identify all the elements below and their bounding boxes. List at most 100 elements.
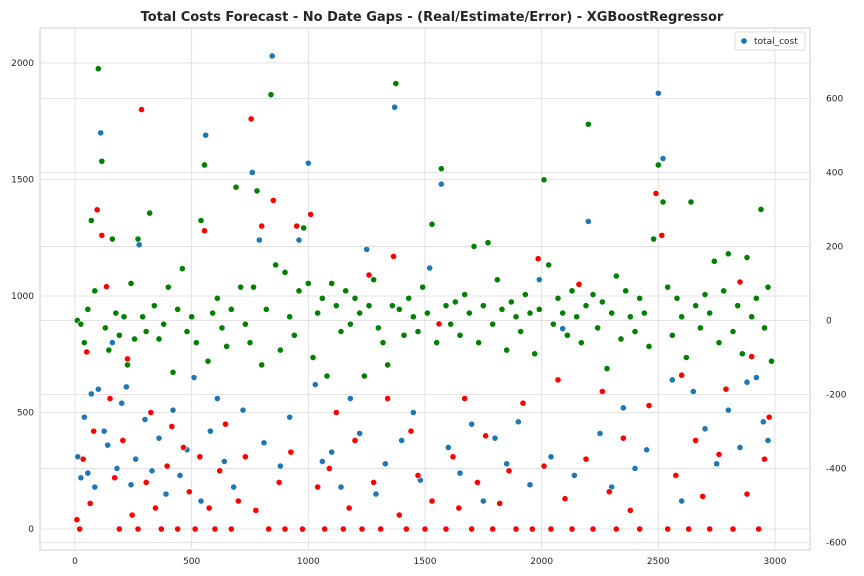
point-error — [98, 157, 106, 165]
point-real — [678, 497, 686, 505]
point-error — [631, 328, 639, 335]
point-real — [526, 481, 534, 489]
point-real — [363, 245, 371, 253]
point-estimate — [512, 525, 520, 533]
point-estimate — [211, 525, 219, 533]
point-error — [521, 291, 529, 298]
point-error — [526, 309, 534, 317]
point-error — [692, 302, 700, 310]
point-error — [617, 335, 625, 343]
point-error — [461, 291, 469, 298]
point-error — [360, 372, 368, 380]
point-estimate — [496, 499, 504, 507]
point-error — [428, 220, 436, 228]
point-real — [311, 381, 319, 388]
point-error — [124, 361, 131, 369]
point-estimate — [455, 504, 463, 512]
point-real — [479, 497, 487, 505]
point-estimate — [672, 472, 680, 479]
point-real — [346, 395, 354, 402]
point-estimate — [252, 506, 260, 514]
left-y-axis-ticks: 0 500 1000 1500 2000 — [11, 59, 34, 535]
point-error — [379, 339, 387, 347]
point-error — [654, 161, 662, 169]
point-estimate — [519, 399, 527, 407]
point-estimate — [119, 437, 127, 444]
legend-marker-total-cost — [740, 37, 748, 45]
point-estimate — [589, 525, 597, 533]
point-estimate — [247, 115, 255, 123]
point-real — [255, 236, 263, 244]
point-estimate — [142, 479, 150, 486]
point-estimate — [461, 395, 469, 402]
point-real — [381, 460, 389, 468]
point-estimate — [678, 371, 686, 379]
point-estimate — [534, 255, 542, 263]
point-error — [295, 287, 303, 295]
point-error — [87, 217, 95, 224]
point-error — [761, 324, 768, 332]
point-error — [139, 313, 147, 321]
x-axis-ticks: 0 500 1000 1500 2000 2500 3000 — [72, 557, 787, 567]
point-real — [318, 458, 326, 465]
point-real — [328, 448, 336, 456]
point-estimate — [761, 455, 768, 463]
y-right-tick-label: -400 — [826, 465, 847, 475]
point-estimate — [428, 497, 436, 505]
point-error — [724, 250, 732, 258]
point-error — [738, 350, 746, 358]
point-error — [209, 309, 217, 317]
point-error — [603, 365, 611, 372]
point-real — [619, 404, 627, 412]
point-error — [262, 305, 270, 313]
point-estimate — [196, 453, 204, 461]
point-error — [442, 302, 450, 310]
point-real — [444, 444, 452, 451]
point-real — [654, 89, 662, 97]
point-real — [77, 474, 85, 482]
point-estimate — [269, 197, 277, 204]
point-estimate — [185, 488, 193, 496]
point-estimate — [748, 353, 756, 360]
point-error — [409, 313, 417, 321]
point-error — [127, 280, 135, 287]
point-estimate — [314, 483, 322, 491]
point-error — [517, 328, 525, 335]
point-estimate — [568, 525, 576, 533]
x-tick-label: 0 — [72, 557, 78, 567]
point-error — [169, 368, 177, 376]
y-left-tick-label: 500 — [17, 409, 34, 419]
point-real — [155, 434, 163, 442]
point-estimate — [421, 525, 429, 533]
point-estimate — [636, 525, 644, 533]
point-estimate — [722, 385, 730, 393]
point-error — [710, 257, 718, 265]
y-left-tick-label: 0 — [28, 525, 34, 535]
point-estimate — [216, 467, 224, 475]
point-error — [577, 339, 585, 347]
y-left-tick-label: 2000 — [11, 59, 34, 69]
point-real — [491, 434, 499, 442]
point-error — [309, 354, 317, 361]
point-error — [374, 324, 382, 332]
point-estimate — [729, 525, 737, 533]
point-real — [202, 131, 210, 139]
point-real — [276, 462, 284, 470]
point-error — [112, 309, 120, 317]
point-estimate — [645, 402, 653, 409]
point-error — [332, 302, 340, 310]
point-error — [80, 339, 88, 347]
point-error — [223, 342, 231, 350]
point-real — [701, 425, 709, 433]
point-real — [304, 159, 312, 167]
point-error — [384, 361, 392, 369]
point-error — [197, 217, 205, 224]
point-estimate — [395, 511, 403, 519]
point-error — [687, 198, 695, 206]
y-right-tick-label: 400 — [826, 168, 843, 178]
y-right-tick-label: 0 — [826, 316, 832, 326]
point-error — [640, 309, 648, 317]
point-estimate — [575, 280, 583, 288]
point-estimate — [339, 525, 347, 533]
point-estimate — [407, 427, 415, 435]
